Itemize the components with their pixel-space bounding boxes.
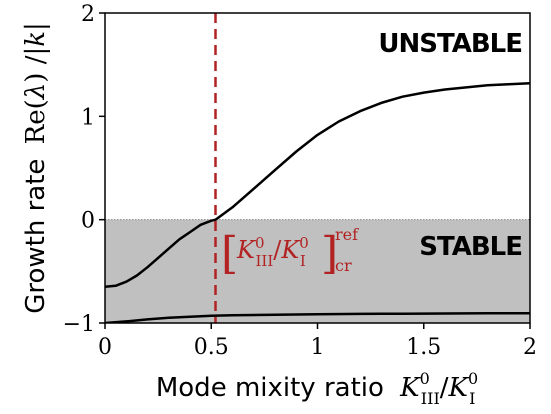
y-ticks: −1 0 1 2 (63, 2, 105, 337)
x-tick-label: 1.5 (406, 335, 441, 360)
y-axis-func: Re (21, 109, 51, 144)
x-tick-label: 2 (523, 335, 537, 360)
crit-num: K (236, 236, 257, 264)
y-axis-label: Growth rate Re(λ) /|k| (21, 22, 51, 314)
critical-bracket-right: ] (321, 228, 338, 279)
critical-annotation: [ K0 III/K0 I ] ref cr (221, 225, 359, 279)
crit-sub-cr: cr (335, 256, 352, 275)
y-axis-den: k (21, 31, 51, 47)
x-axis-num-sup: 0 (420, 369, 430, 388)
x-tick-label: 0 (98, 335, 112, 360)
y-tick-label: 0 (81, 209, 95, 234)
crit-den-sup: 0 (299, 234, 309, 252)
series-group (105, 82, 530, 323)
crit-num-sub: III (255, 252, 273, 270)
y-axis-arg: λ (21, 83, 51, 100)
x-axis-label: Mode mixity ratio K0 III/K0 I (156, 369, 478, 408)
crit-sup-ref: ref (335, 225, 359, 244)
x-axis-den-sup: 0 (468, 369, 478, 388)
crit-num-sup: 0 (255, 234, 265, 252)
x-axis-num: K (399, 373, 421, 403)
series-line-2 (105, 311, 530, 323)
crit-den-sub: I (300, 252, 306, 270)
crit-den: K (280, 236, 301, 264)
critical-bracket-left: [ (221, 228, 238, 279)
x-axis-den-sub: I (469, 389, 475, 408)
x-tick-label: 0.5 (194, 335, 229, 360)
x-axis-label-prefix: Mode mixity ratio (156, 373, 384, 403)
y-axis-label-prefix: Growth rate (21, 159, 51, 314)
stable-label: STABLE (419, 232, 522, 262)
y-tick-label: 1 (81, 105, 95, 130)
x-tick-label: 1 (311, 335, 325, 360)
stable-region (105, 219, 530, 323)
y-tick-label: −1 (63, 312, 95, 337)
series-line-1 (105, 82, 530, 289)
x-axis-den: K (448, 373, 470, 403)
y-tick-label: 2 (81, 2, 95, 27)
x-axis-num-sub: III (421, 389, 440, 408)
unstable-label: UNSTABLE (378, 29, 522, 59)
x-ticks: 0 0.5 1 1.5 2 (98, 323, 537, 360)
